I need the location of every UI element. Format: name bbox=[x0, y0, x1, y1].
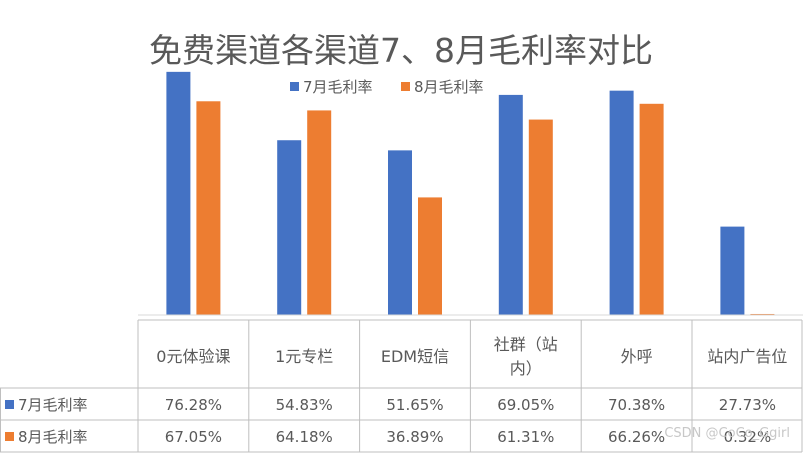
bar-series1-6 bbox=[720, 226, 745, 315]
table-value-s1-6: 27.73% bbox=[719, 396, 776, 414]
table-value-s1-5: 70.38% bbox=[608, 396, 665, 414]
bar-series1-3 bbox=[388, 150, 412, 315]
category-label-4-line-1: 社群（站 bbox=[494, 335, 558, 354]
table-value-s2-2: 64.18% bbox=[276, 428, 333, 446]
table-value-s1-1: 76.28% bbox=[165, 396, 222, 414]
table-value-s2-3: 36.89% bbox=[386, 428, 443, 446]
category-label-4-line-2: 内） bbox=[510, 359, 542, 378]
table-value-s1-3: 51.65% bbox=[386, 396, 443, 414]
legend-swatch-1 bbox=[290, 82, 299, 91]
legend: 7月毛利率 8月毛利率 bbox=[290, 78, 484, 96]
legend-label-1: 7月毛利率 bbox=[303, 78, 373, 96]
bar-series2-4 bbox=[528, 119, 553, 315]
table-value-s1-4: 69.05% bbox=[497, 396, 554, 414]
table-series-name-1: 7月毛利率 bbox=[18, 396, 88, 414]
bar-series2-3 bbox=[418, 197, 442, 315]
bar-series2-1 bbox=[196, 101, 221, 315]
bar-series2-6 bbox=[750, 313, 775, 315]
table-value-s2-1: 67.05% bbox=[165, 428, 222, 446]
bar-series2-5 bbox=[639, 103, 664, 315]
bar-series1-1 bbox=[166, 71, 191, 315]
table-value-s2-4: 61.31% bbox=[497, 428, 554, 446]
watermark: CSDN @CoCo_Ggirl bbox=[664, 426, 790, 441]
category-label-1: 0元体验课 bbox=[156, 347, 230, 366]
table-legend-swatch-1 bbox=[5, 400, 14, 409]
category-label-3: EDM短信 bbox=[381, 347, 449, 366]
bar-series1-2 bbox=[277, 140, 302, 315]
data-table: 0元体验课 1元专栏 EDM短信 社群（站内） 外呼 站内广告位 7月毛利率 76.28% 54… bbox=[0, 319, 803, 453]
chart-title: 免费渠道各渠道7、8月毛利率对比 bbox=[149, 31, 653, 70]
bar-series2-2 bbox=[307, 110, 332, 316]
category-label-2: 1元专栏 bbox=[275, 347, 333, 366]
bar-series1-4 bbox=[498, 94, 523, 315]
table-legend-swatch-2 bbox=[5, 432, 14, 441]
table-value-s2-6: 0.32% bbox=[724, 428, 772, 446]
table-value-s1-2: 54.83% bbox=[276, 396, 333, 414]
table-series-name-2: 8月毛利率 bbox=[18, 428, 88, 446]
bar-series1-5 bbox=[609, 90, 634, 315]
legend-swatch-2 bbox=[401, 82, 410, 91]
bars bbox=[166, 71, 775, 316]
category-label-6: 站内广告位 bbox=[707, 347, 787, 366]
table-value-s2-5: 66.26% bbox=[608, 428, 665, 446]
legend-label-2: 8月毛利率 bbox=[414, 78, 484, 96]
category-label-5: 外呼 bbox=[621, 347, 653, 366]
